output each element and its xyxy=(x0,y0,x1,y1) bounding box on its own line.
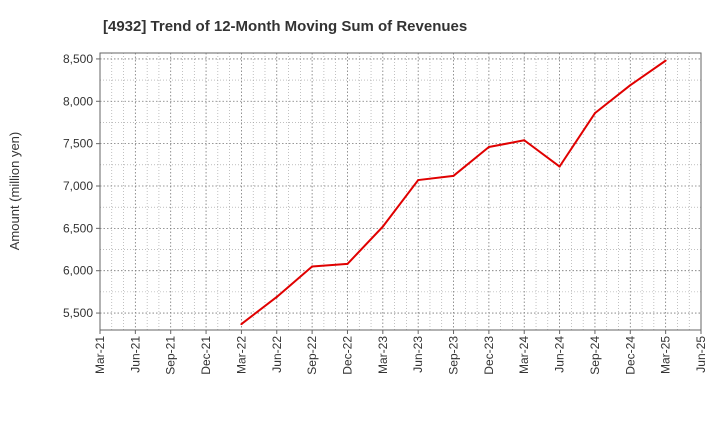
data-point xyxy=(346,262,349,265)
y-tick-label: 7,000 xyxy=(63,179,93,193)
y-tick-label: 5,500 xyxy=(63,306,93,320)
y-axis-label: Amount (million yen) xyxy=(7,132,22,251)
data-point xyxy=(523,139,526,142)
y-tick-label: 6,500 xyxy=(63,221,93,235)
x-tick-label: Dec-22 xyxy=(340,336,354,375)
x-tick-label: Mar-25 xyxy=(659,336,673,374)
x-tick-label: Sep-22 xyxy=(305,336,319,375)
x-tick-label: Jun-23 xyxy=(411,336,425,373)
data-point xyxy=(275,295,278,298)
plot-area-frame xyxy=(99,52,702,331)
data-point xyxy=(664,59,667,62)
y-tick-label: 6,000 xyxy=(63,264,93,278)
data-point xyxy=(381,225,384,228)
x-axis-ticks: Mar-21 Jun-21 Sep-21 Dec-21 Mar-22 Jun-22 Sep-… xyxy=(93,330,708,375)
y-tick-label: 8,500 xyxy=(63,52,93,66)
x-tick-label: Mar-22 xyxy=(234,336,248,374)
x-tick-label: Dec-23 xyxy=(482,336,496,375)
y-tick-label: 7,500 xyxy=(63,137,93,151)
series-layer xyxy=(240,59,667,326)
x-tick-label: Sep-21 xyxy=(164,336,178,375)
x-tick-label: Dec-24 xyxy=(623,336,637,375)
chart-title: [4932] Trend of 12-Month Moving Sum of R… xyxy=(103,18,467,35)
data-point xyxy=(311,265,314,268)
x-tick-label: Jun-25 xyxy=(694,336,708,373)
data-point xyxy=(487,146,490,149)
x-tick-label: Mar-23 xyxy=(376,336,390,374)
y-tick-label: 8,000 xyxy=(63,94,93,108)
data-point xyxy=(452,174,455,177)
data-point xyxy=(558,165,561,168)
x-tick-label: Dec-21 xyxy=(199,336,213,375)
x-tick-label: Jun-24 xyxy=(553,336,567,373)
data-point xyxy=(240,323,243,326)
x-tick-label: Sep-24 xyxy=(588,336,602,375)
x-tick-label: Mar-21 xyxy=(93,336,107,374)
y-axis-ticks: 5,500 6,000 6,500 7,000 7,500 8,000 8,500 xyxy=(63,52,100,320)
x-tick-label: Jun-22 xyxy=(270,336,284,373)
x-tick-label: Sep-23 xyxy=(447,336,461,375)
x-tick-label: Jun-21 xyxy=(128,336,142,373)
data-point xyxy=(629,84,632,87)
x-tick-label: Mar-24 xyxy=(517,336,531,374)
data-point xyxy=(593,112,596,115)
data-point xyxy=(417,179,420,182)
gridlines xyxy=(100,53,701,330)
